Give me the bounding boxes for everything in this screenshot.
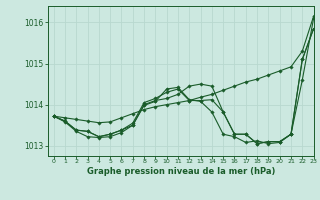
X-axis label: Graphe pression niveau de la mer (hPa): Graphe pression niveau de la mer (hPa) [87, 167, 275, 176]
